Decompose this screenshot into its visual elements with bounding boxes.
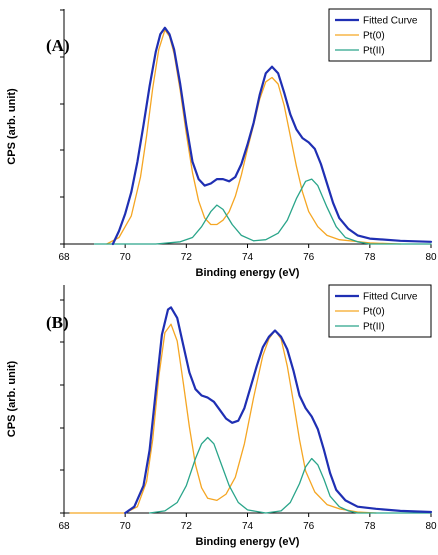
x-tick-label: 68 xyxy=(58,252,70,263)
series-line-pt2 xyxy=(148,436,432,514)
x-tick-label: 72 xyxy=(181,252,193,263)
legend-label: Pt(II) xyxy=(363,46,385,57)
chart-panel-b: 68 70 72 74 76 78 80 Binding energy (eV) CPS (ar… xyxy=(6,284,437,548)
chart-panel-a: 68 70 72 74 76 78 80 Binding energy (eV) CPS (ar… xyxy=(6,8,437,279)
series-line-fitted xyxy=(111,26,433,246)
x-tick-label: 74 xyxy=(242,521,254,532)
x-tick-label: 74 xyxy=(242,252,254,263)
x-tick-label: 72 xyxy=(181,521,193,532)
x-axis-title: Binding energy (eV) xyxy=(196,536,300,548)
x-tick-label: 76 xyxy=(303,252,315,263)
x-tick-label: 76 xyxy=(303,521,315,532)
x-tick-label: 78 xyxy=(364,252,376,263)
y-axis-title: CPS (arb. unit) xyxy=(6,88,18,165)
legend-label: Fitted Curve xyxy=(363,292,418,303)
x-tick-label: 80 xyxy=(425,521,437,532)
x-axis-title: Binding energy (eV) xyxy=(196,267,300,279)
x-tick-label: 80 xyxy=(425,252,437,263)
series-line-pt0 xyxy=(106,29,402,245)
y-axis-title: CPS (arb. unit) xyxy=(6,360,18,437)
x-tick-label: 70 xyxy=(120,521,132,532)
panel-label: (B) xyxy=(46,313,69,332)
series-line-pt0 xyxy=(69,323,377,514)
legend: Fitted Curve Pt(0) Pt(II) xyxy=(328,284,432,338)
panel-label: (A) xyxy=(46,36,70,55)
series-line-pt2 xyxy=(93,178,432,245)
legend-label: Pt(0) xyxy=(363,31,385,42)
legend-label: Pt(0) xyxy=(363,307,385,318)
series-line-fitted xyxy=(124,306,433,515)
x-tick-label: 78 xyxy=(364,521,376,532)
legend: Fitted Curve Pt(0) Pt(II) xyxy=(328,8,432,62)
legend-label: Fitted Curve xyxy=(363,16,418,27)
x-tick-label: 68 xyxy=(58,521,70,532)
x-tick-label: 70 xyxy=(120,252,132,263)
legend-label: Pt(II) xyxy=(363,322,385,333)
